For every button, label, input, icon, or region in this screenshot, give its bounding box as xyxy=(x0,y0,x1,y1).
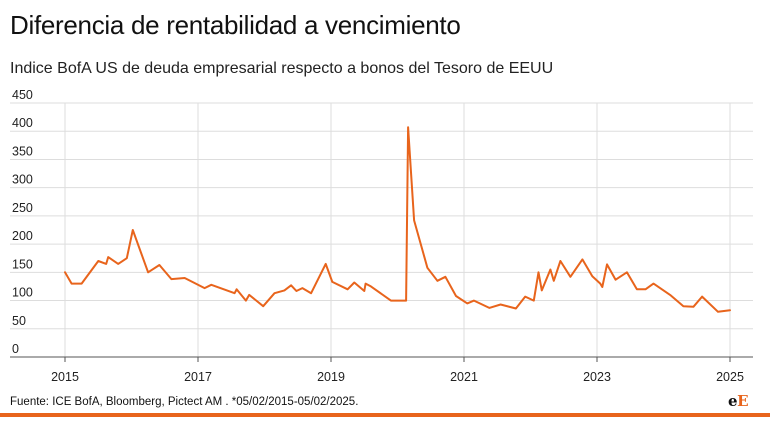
y-tick-label: 300 xyxy=(12,173,33,187)
brand-logo: eE xyxy=(728,392,748,410)
y-tick-label: 350 xyxy=(12,144,33,158)
y-tick-label: 450 xyxy=(12,88,33,102)
series-line xyxy=(64,126,731,313)
source-note: Fuente: ICE BofA, Bloomberg, Pictect AM … xyxy=(10,396,359,408)
logo-letter-e: e xyxy=(728,392,738,410)
series-layer xyxy=(64,126,731,313)
y-tick-label: 400 xyxy=(12,116,33,130)
y-tick-label: 0 xyxy=(12,342,19,356)
x-tick-label: 2019 xyxy=(317,370,345,384)
x-tick-label: 2023 xyxy=(583,370,611,384)
y-tick-label: 150 xyxy=(12,257,33,271)
y-tick-label: 250 xyxy=(12,201,33,215)
axis-layer: 0 50 100 150 200 250 300 350 400 450 2015 2017 2019 2… xyxy=(10,88,753,384)
y-tick-label: 200 xyxy=(12,229,33,243)
grid-layer xyxy=(10,102,753,357)
x-tick-label: 2015 xyxy=(51,370,79,384)
x-tick-label: 2021 xyxy=(450,370,478,384)
chart-title: Diferencia de rentabilidad a vencimiento xyxy=(10,10,461,40)
logo-letter-big-e: E xyxy=(737,392,748,410)
y-tick-label: 50 xyxy=(12,314,26,328)
footer-accent-bar xyxy=(0,413,770,417)
x-tick-label: 2017 xyxy=(184,370,212,384)
chart-subtitle: Indice BofA US de deuda empresarial resp… xyxy=(10,60,554,77)
x-tick-label: 2025 xyxy=(716,370,744,384)
y-tick-label: 100 xyxy=(12,286,33,300)
